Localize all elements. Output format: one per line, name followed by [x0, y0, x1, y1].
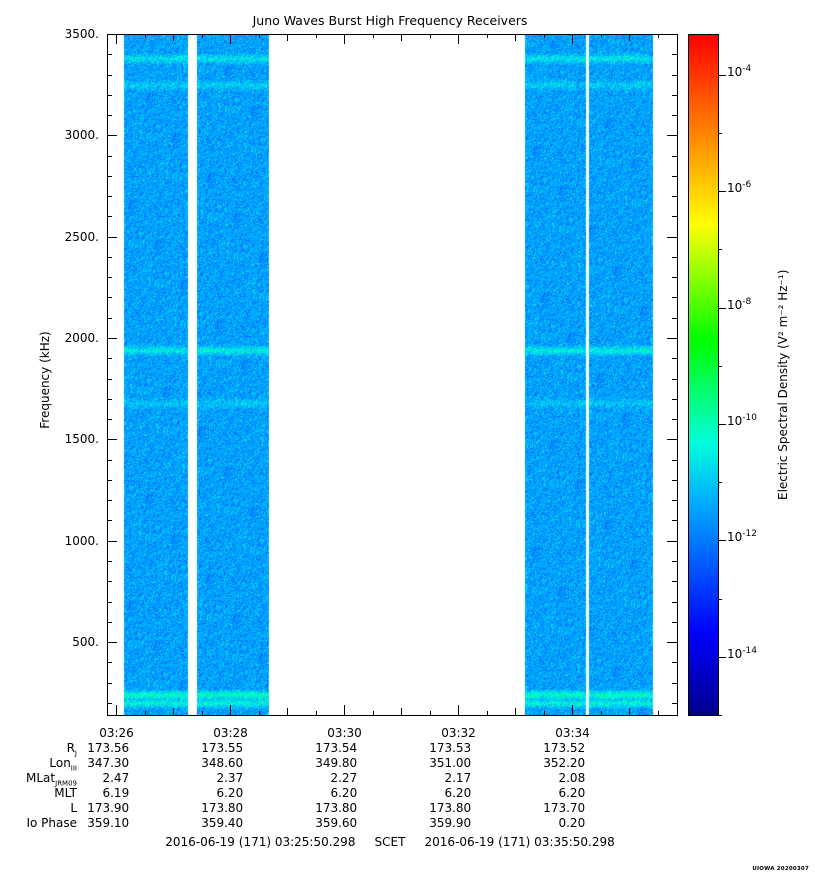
colorbar	[688, 34, 718, 715]
y-tick-label: 2500.	[64, 229, 99, 244]
ephemeris-value: 359.10	[87, 816, 130, 830]
ephemeris-row-label: L	[70, 801, 77, 815]
colorbar-label: Electric Spectral Density (V² m⁻² Hz⁻¹)	[776, 269, 790, 500]
spectrogram-canvas	[107, 34, 677, 715]
ephemeris-value: 6.20	[216, 786, 244, 800]
ephemeris-value: 173.80	[315, 801, 358, 815]
ephemeris-value: 173.80	[201, 801, 244, 815]
ephemeris-value: 348.60	[201, 756, 244, 770]
colorbar-tick-label: 10-6	[727, 179, 752, 195]
ephemeris-value: 173.56	[87, 741, 130, 755]
chart-title: Juno Waves Burst High Frequency Receiver…	[252, 13, 528, 28]
colorbar-tick-label: 10-12	[727, 528, 757, 544]
ephemeris-value: 173.54	[315, 741, 358, 755]
ephemeris-row-label: MLatJRM09	[26, 771, 77, 788]
ephemeris-value: 2.47	[102, 771, 130, 785]
ephemeris-value: 173.90	[87, 801, 130, 815]
y-tick-label: 2000.	[64, 330, 99, 345]
x-tick-label: 03:30	[327, 726, 362, 740]
ephemeris-row-label: Io Phase	[26, 816, 77, 830]
ephemeris-value: 173.53	[429, 741, 472, 755]
ephemeris-value: 352.20	[543, 756, 586, 770]
start-time: 2016-06-19 (171) 03:25:50.298	[165, 835, 356, 849]
ephemeris-value: 2.08	[558, 771, 586, 785]
colorbar-tick-label: 10-10	[727, 412, 757, 428]
plot-frame	[107, 34, 678, 716]
ephemeris-row-label: RJ	[66, 741, 77, 758]
y-tick-label: 1000.	[64, 533, 99, 548]
colorbar-tick-label: 10-14	[727, 645, 757, 661]
ephemeris-value: 173.55	[201, 741, 244, 755]
x-tick-label: 03:34	[555, 726, 590, 740]
ephemeris-value: 351.00	[429, 756, 472, 770]
time-range-footer: 2016-06-19 (171) 03:25:50.298 SCET 2016-…	[0, 835, 780, 849]
y-tick-label: 1500.	[64, 431, 99, 446]
end-time: 2016-06-19 (171) 03:35:50.298	[424, 835, 615, 849]
y-tick-label: 3500.	[64, 26, 99, 41]
x-tick-label: 03:32	[441, 726, 476, 740]
ephemeris-value: 359.40	[201, 816, 244, 830]
ephemeris-row-label: MLT	[54, 786, 77, 800]
ephemeris-value: 173.70	[543, 801, 586, 815]
ephemeris-value: 173.52	[543, 741, 586, 755]
ephemeris-value: 2.17	[444, 771, 472, 785]
ephemeris-value: 6.20	[444, 786, 472, 800]
colorbar-frame	[688, 34, 719, 716]
ephemeris-value: 347.30	[87, 756, 130, 770]
ephemeris-value: 359.60	[315, 816, 358, 830]
ephemeris-value: 6.20	[330, 786, 358, 800]
producer-stamp: UIOWA 20200307	[752, 866, 809, 872]
ephemeris-value: 6.20	[558, 786, 586, 800]
y-tick-label: 3000.	[64, 127, 99, 142]
ephemeris-value: 173.80	[429, 801, 472, 815]
ephemeris-value: 349.80	[315, 756, 358, 770]
colorbar-tick-label: 10-8	[727, 296, 752, 312]
ephemeris-value: 2.27	[330, 771, 358, 785]
time-frame: SCET	[374, 835, 406, 849]
ephemeris-row-label: LonIII	[49, 756, 77, 773]
ephemeris-value: 2.37	[216, 771, 244, 785]
ephemeris-value: 359.90	[429, 816, 472, 830]
y-tick-label: 500.	[72, 634, 99, 649]
colorbar-tick-label: 10-4	[727, 63, 752, 79]
x-tick-label: 03:26	[99, 726, 134, 740]
x-tick-label: 03:28	[213, 726, 248, 740]
y-axis-label: Frequency (kHz)	[38, 331, 52, 429]
ephemeris-value: 6.19	[102, 786, 130, 800]
ephemeris-value: 0.20	[558, 816, 586, 830]
